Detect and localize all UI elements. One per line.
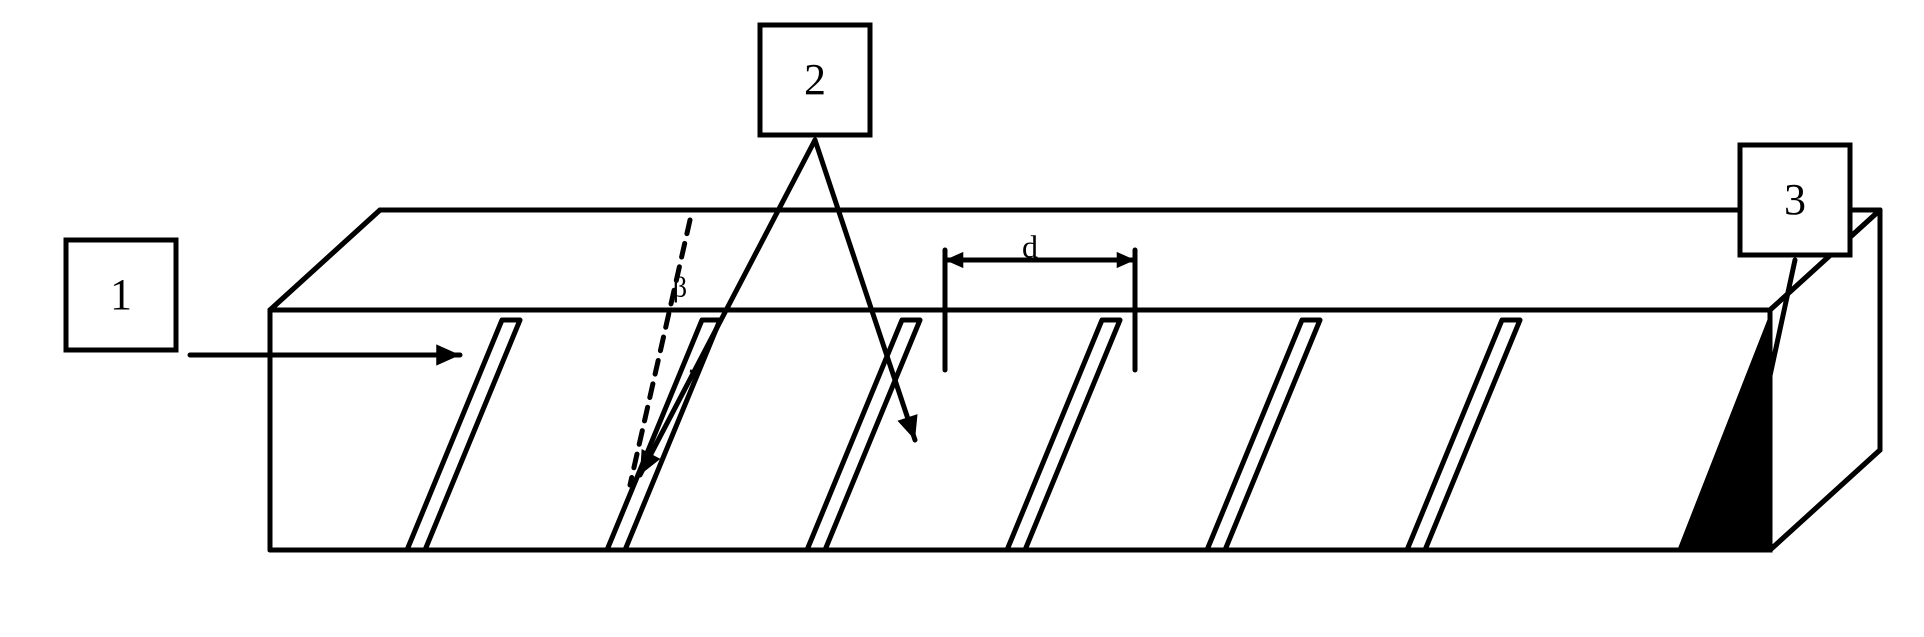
callout-2-label: 2 — [804, 55, 826, 104]
dimension-d-label: d — [1022, 228, 1038, 264]
callout-3-label: 3 — [1784, 175, 1806, 224]
callout-1-label: 1 — [110, 270, 132, 319]
angle-label: β — [673, 272, 687, 303]
